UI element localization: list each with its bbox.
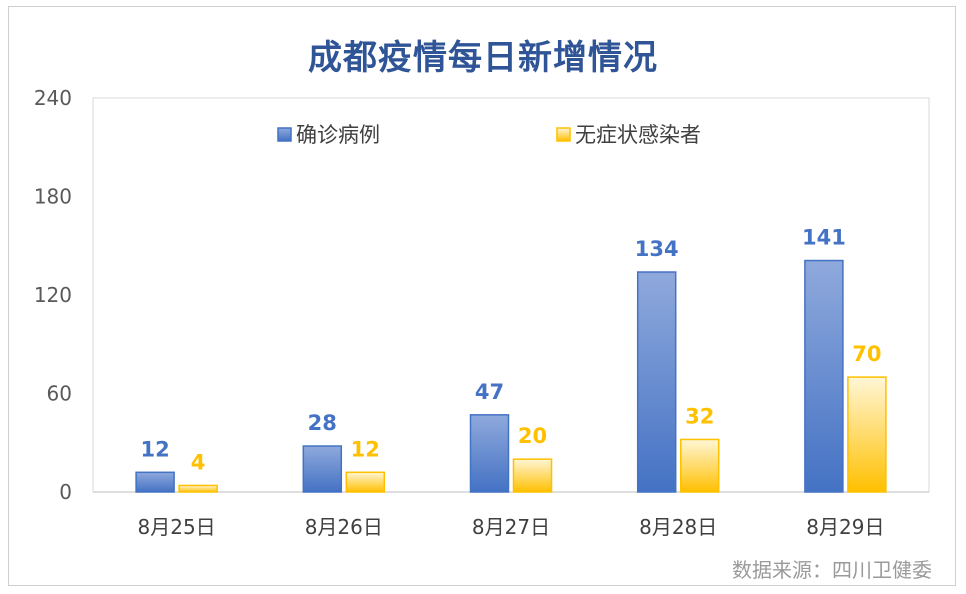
legend-label: 确诊病例 <box>296 123 380 147</box>
x-axis: 8月25日 8月26日 8月27日 8月28日 8月29日 <box>138 515 885 539</box>
legend: 确诊病例 无症状感染者 <box>277 123 701 147</box>
y-tick-label: 240 <box>34 86 72 110</box>
plot-area <box>92 97 930 493</box>
data-label: 47 <box>475 380 504 404</box>
data-label: 32 <box>685 404 714 428</box>
bar-confirmed <box>302 445 343 493</box>
bar-confirmed <box>469 414 510 493</box>
bar-asymptomatic <box>512 458 553 493</box>
data-label: 4 <box>191 450 206 474</box>
data-label: 12 <box>351 437 380 461</box>
data-label: 20 <box>518 424 547 448</box>
bar-confirmed <box>636 271 677 493</box>
chart-title: 成都疫情每日新增情况 <box>308 38 658 78</box>
bar-asymptomatic <box>679 438 720 493</box>
bar-confirmed <box>804 259 844 493</box>
x-tick-label: 8月28日 <box>639 515 717 539</box>
data-label: 134 <box>635 237 679 261</box>
bar-confirmed <box>135 471 175 493</box>
y-axis: 0 60 120 180 240 <box>34 86 929 504</box>
data-labels: 12 4 28 12 47 20 134 32 141 70 <box>140 226 881 475</box>
data-label: 70 <box>852 342 881 366</box>
y-tick-label: 120 <box>34 283 72 307</box>
bar-asymptomatic <box>847 376 887 493</box>
legend-swatch <box>277 127 292 142</box>
x-tick-label: 8月26日 <box>305 515 383 539</box>
x-tick-label: 8月27日 <box>472 515 550 539</box>
source-note: 数据来源：四川卫健委 <box>732 558 932 582</box>
x-tick-label: 8月25日 <box>138 515 216 539</box>
data-label: 141 <box>802 226 846 250</box>
y-tick-label: 180 <box>34 185 72 209</box>
legend-swatch <box>556 127 571 142</box>
y-tick-label: 0 <box>59 480 72 504</box>
legend-label: 无症状感染者 <box>575 123 701 147</box>
bars-group <box>135 259 887 493</box>
data-label: 12 <box>140 437 169 461</box>
y-tick-label: 60 <box>47 382 72 406</box>
bar-asymptomatic <box>345 471 386 493</box>
x-tick-label: 8月29日 <box>806 515 884 539</box>
bar-asymptomatic <box>178 484 218 493</box>
data-label: 28 <box>308 411 337 435</box>
